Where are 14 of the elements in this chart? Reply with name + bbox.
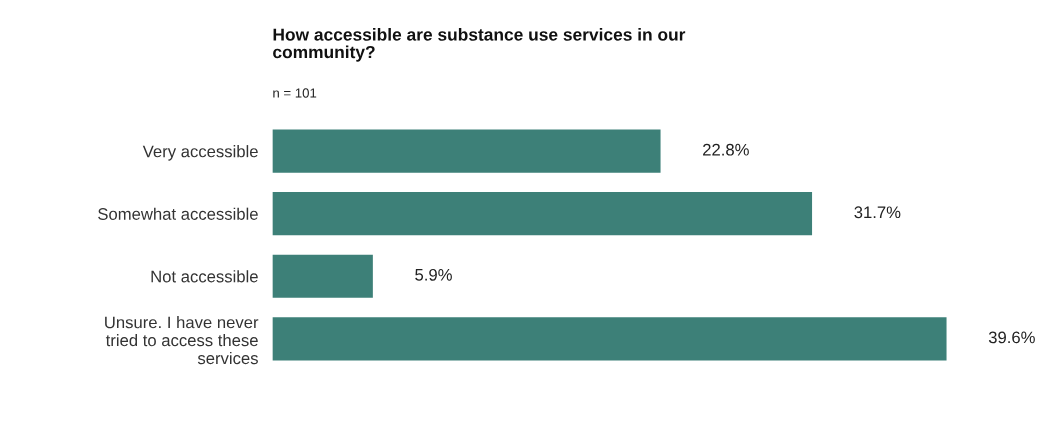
bar — [272, 254, 373, 298]
y-tick-label: Very accessible — [142, 145, 258, 161]
bar — [272, 192, 813, 236]
y-tick-label: Not accessible — [151, 270, 258, 283]
bar — [272, 317, 947, 361]
chart-title: How accessible are substance use services in our community? — [273, 28, 686, 62]
data-label: 39.6% — [988, 331, 1035, 344]
y-tick-label: Unsure. I have never tried to access these services — [105, 316, 259, 365]
data-label: 31.7% — [854, 206, 901, 219]
bar — [272, 129, 661, 173]
chart-subtitle: n = 101 — [273, 88, 317, 98]
data-label: 22.8% — [703, 143, 749, 156]
y-tick-label: Somewhat accessible — [98, 207, 258, 220]
data-label: 5.9% — [415, 268, 452, 281]
